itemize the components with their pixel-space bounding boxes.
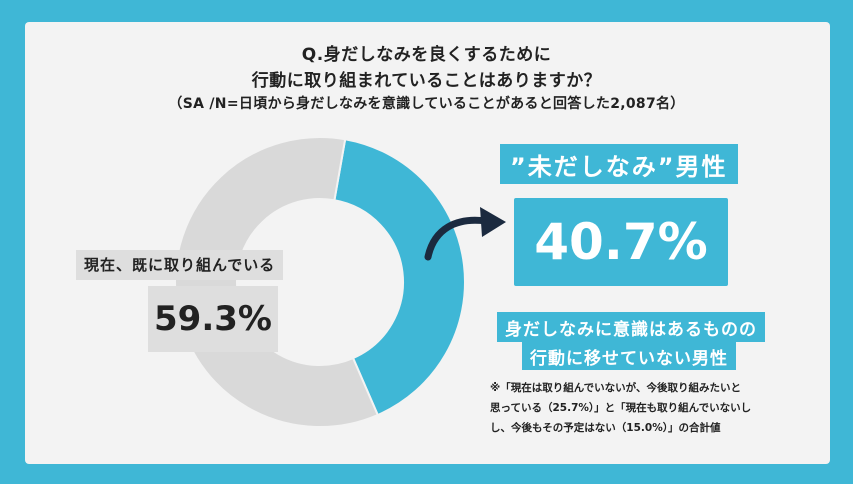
highlight-description-line2: 行動に移せていない男性 — [522, 342, 736, 370]
donut-slice-not-yet — [333, 138, 466, 417]
question-sample-note: （SA /N=日頃から身だしなみを意識していることがあると回答した2,087名） — [168, 96, 685, 112]
footnote-line3: し、今後もその予定はない（15.0%）」の合計値 — [490, 422, 721, 434]
footnote-line1: ※「現在は取り組んでいないが、今後取り組みたいと — [490, 382, 741, 394]
question-title-line1: Q.身だしなみを良くするために — [301, 45, 552, 65]
question-title-line2: 行動に取り組まれていることはありますか？ — [251, 71, 602, 91]
curved-arrow-icon — [424, 207, 506, 261]
highlight-description-line1: 身だしなみに意識はあるものの — [497, 312, 765, 342]
done-percentage: 59.3% — [148, 286, 278, 352]
highlight-percentage: 40.7% — [514, 198, 728, 286]
footnote: ※「現在は取り組んでいないが、今後取り組みたいと 思っている（25.7%）」と「… — [490, 378, 790, 438]
highlight-group-label: ”未だしなみ”男性 — [500, 144, 738, 184]
footnote-line2: 思っている（25.7%）」と「現在も取り組んでいないし — [490, 402, 752, 414]
done-label: 現在、既に取り組んでいる — [76, 250, 284, 280]
